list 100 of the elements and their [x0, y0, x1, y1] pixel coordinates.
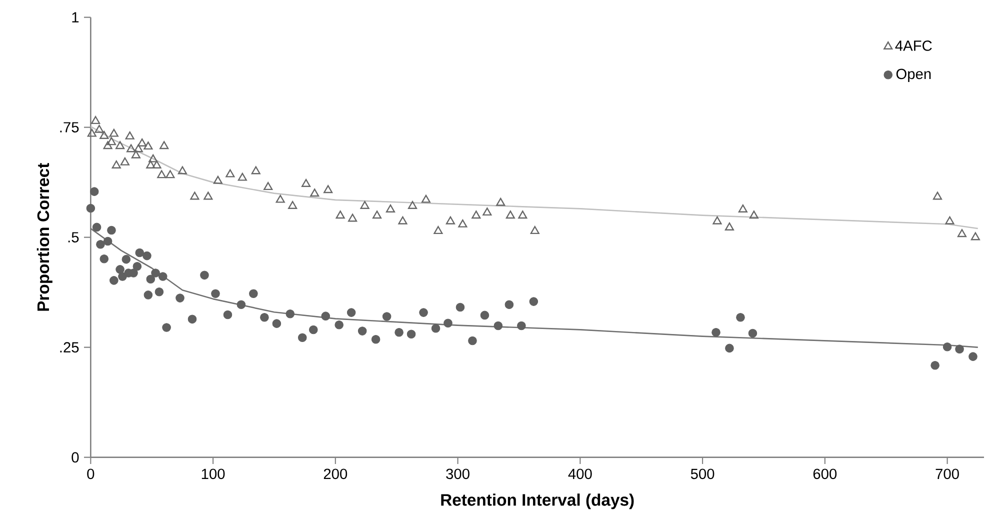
point	[109, 128, 118, 137]
point	[360, 201, 370, 210]
point	[176, 294, 184, 303]
point	[308, 325, 318, 334]
point	[106, 137, 116, 146]
point	[955, 344, 964, 354]
point	[152, 160, 162, 169]
point	[336, 210, 345, 219]
point	[160, 141, 169, 150]
y-tick-label: 0	[72, 452, 79, 463]
point	[302, 179, 311, 188]
point	[213, 176, 222, 184]
point	[211, 289, 220, 298]
x-tick-label: 0	[87, 468, 94, 480]
point	[162, 323, 171, 332]
y-tick-label: .25	[60, 342, 79, 353]
point	[408, 201, 418, 210]
point	[276, 194, 285, 203]
point	[945, 216, 954, 225]
point	[724, 222, 734, 231]
point	[456, 303, 465, 312]
point	[358, 326, 367, 336]
point	[444, 318, 452, 328]
point	[146, 274, 156, 284]
point	[942, 342, 952, 352]
point	[91, 116, 100, 124]
x-tick-label: 100	[202, 468, 225, 480]
point	[249, 289, 258, 298]
x-tick-label: 200	[324, 468, 348, 480]
x-tick-label: 700	[936, 468, 959, 480]
point	[712, 328, 720, 337]
point	[118, 272, 127, 282]
point	[310, 188, 320, 197]
point	[288, 201, 298, 210]
point	[188, 314, 197, 324]
point	[138, 138, 147, 147]
point	[748, 329, 758, 338]
point	[382, 312, 392, 322]
point	[200, 270, 209, 280]
point	[238, 172, 247, 181]
point	[87, 128, 96, 137]
legend-label: Open	[896, 68, 931, 82]
point	[166, 170, 175, 178]
point	[446, 216, 455, 225]
y-tick-label: 1	[72, 12, 79, 23]
point	[110, 276, 118, 286]
point	[968, 352, 978, 362]
point	[398, 216, 408, 225]
point	[725, 344, 734, 353]
point	[260, 313, 269, 322]
point	[251, 166, 260, 174]
point	[749, 210, 758, 219]
point	[736, 313, 745, 322]
point	[321, 312, 330, 321]
point	[530, 226, 540, 234]
point	[100, 131, 109, 140]
point	[92, 222, 102, 232]
point	[103, 141, 112, 150]
point	[204, 192, 213, 200]
point	[932, 192, 942, 200]
point	[506, 210, 515, 219]
point	[324, 185, 333, 194]
x-axis-title: Retention Interval (days)	[441, 494, 634, 510]
point	[116, 265, 124, 274]
point	[517, 322, 526, 330]
point	[930, 361, 940, 370]
point	[286, 310, 295, 318]
x-tick-label: 400	[568, 468, 592, 480]
point	[504, 300, 514, 310]
point	[236, 300, 246, 310]
point	[135, 248, 144, 258]
x-tick-label: 600	[813, 468, 837, 480]
point	[529, 297, 538, 306]
point	[394, 328, 404, 337]
point	[100, 254, 109, 264]
point	[472, 210, 481, 219]
point	[134, 144, 143, 152]
point	[125, 132, 134, 140]
point	[151, 268, 160, 278]
point	[468, 336, 477, 346]
point	[148, 154, 158, 162]
point	[348, 214, 358, 222]
point	[346, 308, 356, 318]
point	[226, 169, 235, 178]
point	[494, 322, 503, 330]
point	[386, 204, 396, 213]
point	[738, 204, 748, 213]
point	[90, 187, 99, 196]
point	[970, 232, 980, 240]
point	[142, 252, 152, 260]
point	[458, 220, 468, 228]
point	[86, 204, 96, 213]
point	[158, 272, 168, 282]
point	[431, 324, 440, 333]
point	[116, 141, 125, 150]
point	[107, 226, 116, 235]
point	[126, 144, 136, 152]
point	[146, 160, 156, 169]
point	[518, 210, 528, 219]
x-tick-label: 300	[446, 468, 470, 480]
